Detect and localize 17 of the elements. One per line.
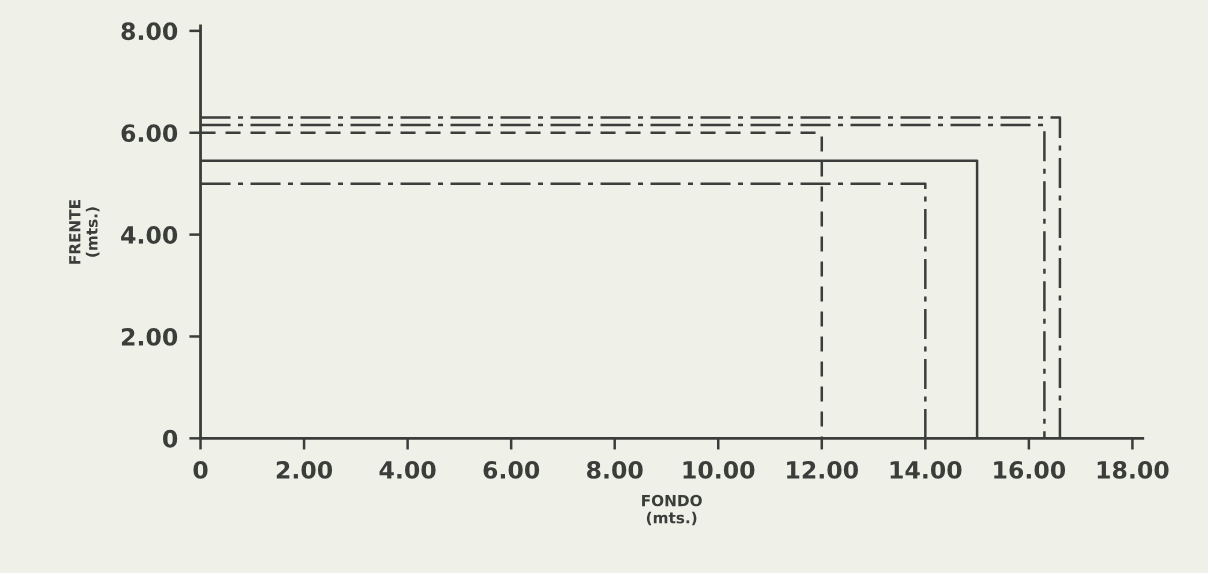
x-tick-label: 10.00 bbox=[683, 460, 755, 479]
x-tick-label: 8.00 bbox=[587, 460, 643, 479]
x-axis-title: FONDO (mts.) bbox=[642, 494, 702, 526]
x-tick-label: 4.00 bbox=[379, 460, 436, 479]
x-tick-label: 12.00 bbox=[787, 460, 858, 479]
y-tick-label: 6.00 bbox=[121, 124, 178, 143]
x-tick-label: 6.00 bbox=[483, 460, 540, 479]
y-axis-title: FRENTE (mts.) bbox=[69, 200, 100, 264]
y-tick-label: 2.00 bbox=[121, 327, 178, 346]
y-tick-label: 4.00 bbox=[121, 226, 178, 244]
y-tick-label: 8.00 bbox=[121, 22, 178, 41]
x-tick-label: 2.00 bbox=[276, 460, 333, 479]
x-tick-label: 14.00 bbox=[890, 460, 962, 479]
x-tick-label: 16.00 bbox=[994, 460, 1066, 479]
y-tick-label: 0 bbox=[163, 429, 178, 448]
x-tick-label: 18.00 bbox=[1097, 460, 1169, 479]
x-tick-label: 0 bbox=[193, 460, 208, 479]
